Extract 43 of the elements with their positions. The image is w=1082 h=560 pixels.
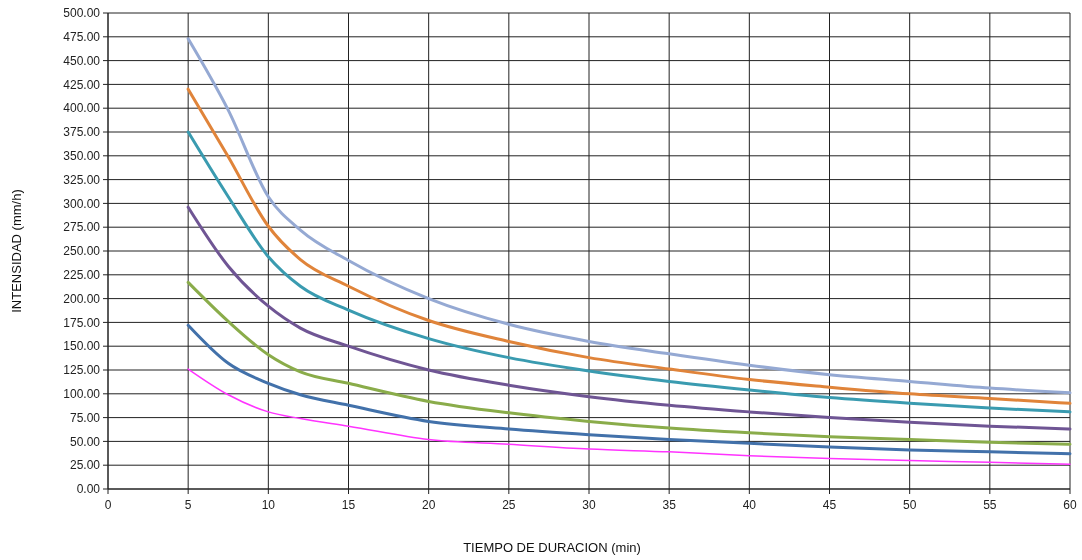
x-tick-label: 10 bbox=[261, 498, 276, 512]
y-tick-label: 400.00 bbox=[63, 101, 101, 116]
y-tick-label: 0.00 bbox=[76, 482, 101, 497]
x-tick-label: 50 bbox=[902, 498, 917, 512]
x-tick-label: 45 bbox=[822, 498, 837, 512]
y-tick-label: 450.00 bbox=[63, 53, 101, 68]
y-tick-label: 375.00 bbox=[63, 125, 101, 140]
y-tick-label: 325.00 bbox=[63, 172, 101, 187]
x-tick-label: 30 bbox=[582, 498, 596, 512]
x-tick-label: 60 bbox=[1063, 498, 1077, 512]
y-tick-label: 500.00 bbox=[63, 6, 101, 21]
line-series bbox=[186, 130, 1072, 414]
x-tick-label: 5 bbox=[184, 498, 192, 512]
y-tick-label: 275.00 bbox=[63, 220, 101, 235]
x-tick-label: 20 bbox=[421, 498, 436, 512]
y-tick-label: 25.00 bbox=[69, 458, 101, 473]
line-series bbox=[186, 37, 1072, 395]
y-axis-title: INTENSIDAD (mm/h) bbox=[9, 189, 24, 313]
y-tick-label: 50.00 bbox=[69, 434, 101, 449]
line-series bbox=[186, 205, 1072, 431]
x-axis-title: TIEMPO DE DURACION (min) bbox=[463, 540, 641, 555]
y-tick-label: 200.00 bbox=[63, 291, 101, 306]
y-tick-label: 225.00 bbox=[63, 268, 101, 282]
y-tick-label: 250.00 bbox=[63, 244, 101, 259]
y-tick-label: 100.00 bbox=[63, 387, 101, 401]
line-series bbox=[186, 323, 1072, 456]
y-tick-label: 425.00 bbox=[63, 77, 101, 92]
x-tick-label: 40 bbox=[742, 498, 757, 512]
y-tick-label: 75.00 bbox=[69, 410, 101, 425]
x-tick-label: 35 bbox=[662, 498, 677, 512]
line-series bbox=[186, 280, 1072, 446]
y-tick-label: 350.00 bbox=[63, 149, 101, 163]
x-tick-label: 15 bbox=[341, 498, 356, 512]
line-series bbox=[187, 368, 1071, 465]
x-tick-label: 55 bbox=[983, 498, 997, 512]
y-tick-label: 475.00 bbox=[63, 30, 101, 44]
y-tick-label: 175.00 bbox=[63, 315, 101, 330]
y-tick-label: 300.00 bbox=[63, 196, 101, 211]
y-tick-label: 150.00 bbox=[63, 339, 101, 354]
y-tick-label: 125.00 bbox=[63, 363, 101, 378]
x-tick-label: 25 bbox=[502, 498, 516, 512]
x-tick-label: 0 bbox=[104, 498, 112, 512]
line-series bbox=[186, 87, 1072, 405]
